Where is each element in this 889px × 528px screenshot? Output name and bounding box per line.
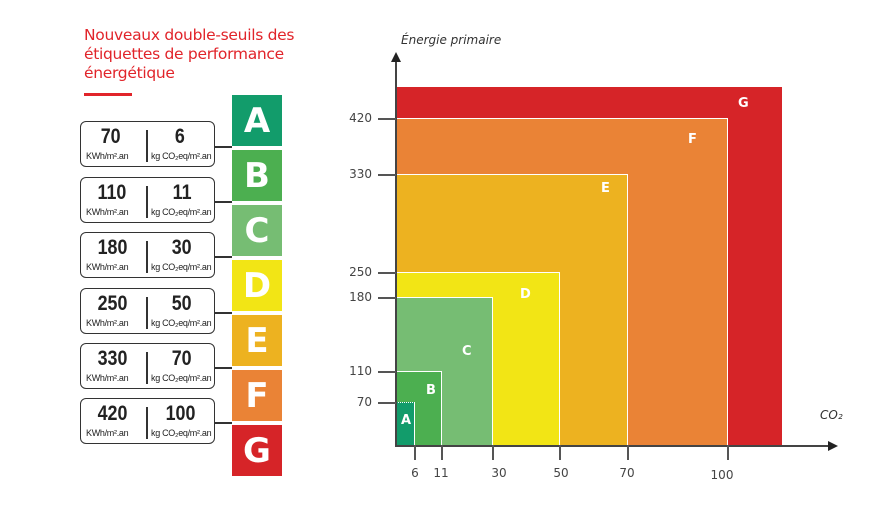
title-underline bbox=[84, 93, 132, 96]
connector bbox=[215, 256, 232, 258]
y-tick-label: 330 bbox=[349, 167, 372, 181]
threshold-box-bc: 110 KWh/m².an 11 kg CO₂eq/m².an bbox=[80, 177, 215, 223]
page-title: Nouveaux double-seuils des étiquettes de… bbox=[84, 26, 295, 82]
co2-value: 6 bbox=[174, 125, 185, 148]
co2-value: 11 bbox=[172, 181, 192, 204]
region-label-c: C bbox=[462, 344, 472, 359]
energy-unit: KWh/m².an bbox=[86, 373, 129, 383]
x-tick-label: 6 bbox=[411, 466, 419, 480]
y-tick bbox=[378, 371, 396, 373]
region-label-g: G bbox=[738, 96, 749, 111]
energy-value: 250 bbox=[97, 292, 128, 315]
region-a bbox=[396, 402, 415, 445]
connector bbox=[215, 422, 232, 424]
energy-value: 330 bbox=[97, 347, 128, 370]
badge-letter: C bbox=[244, 210, 270, 251]
connector bbox=[215, 312, 232, 314]
region-label-f: F bbox=[688, 132, 697, 147]
energy-value: 70 bbox=[100, 125, 121, 148]
x-axis-label: CO₂ bbox=[820, 408, 843, 422]
co2-unit: kg CO₂eq/m².an bbox=[151, 262, 212, 272]
co2-unit: kg CO₂eq/m².an bbox=[151, 151, 212, 161]
y-tick-label: 180 bbox=[349, 290, 372, 304]
threshold-box-ef: 330 KWh/m².an 70 kg CO₂eq/m².an bbox=[80, 343, 215, 389]
x-tick bbox=[559, 445, 561, 460]
x-tick-label: 50 bbox=[553, 466, 569, 480]
badge-letter: D bbox=[242, 265, 272, 306]
badge-letter: B bbox=[244, 155, 270, 196]
x-tick-label: 100 bbox=[710, 468, 734, 482]
co2-unit: kg CO₂eq/m².an bbox=[151, 373, 212, 383]
energy-unit: KWh/m².an bbox=[86, 151, 129, 161]
badge-b: B bbox=[232, 150, 282, 201]
energy-value: 180 bbox=[97, 236, 128, 259]
badge-letter: F bbox=[245, 375, 269, 416]
divider bbox=[146, 130, 148, 162]
threshold-box-de: 250 KWh/m².an 50 kg CO₂eq/m².an bbox=[80, 288, 215, 334]
connector bbox=[215, 201, 232, 203]
y-tick-label: 70 bbox=[356, 395, 372, 409]
y-tick bbox=[378, 297, 396, 299]
co2-value: 30 bbox=[171, 236, 192, 259]
x-tick bbox=[627, 445, 629, 460]
threshold-box-ab: 70 KWh/m².an 6 kg CO₂eq/m².an bbox=[80, 121, 215, 167]
y-tick bbox=[378, 174, 396, 176]
region-label-d: D bbox=[520, 287, 531, 302]
y-axis bbox=[395, 58, 397, 446]
co2-value: 100 bbox=[165, 402, 196, 425]
energy-unit: KWh/m².an bbox=[86, 428, 129, 438]
energy-value: 420 bbox=[97, 402, 128, 425]
y-tick-label: 420 bbox=[349, 111, 372, 125]
y-axis-label: Énergie primaire bbox=[401, 33, 502, 47]
divider bbox=[146, 297, 148, 329]
divider bbox=[146, 241, 148, 273]
y-axis-arrow-icon bbox=[391, 52, 401, 62]
connector bbox=[215, 146, 232, 148]
x-tick-label: 30 bbox=[491, 466, 507, 480]
badge-g: G bbox=[232, 425, 282, 476]
x-axis-arrow-icon bbox=[828, 441, 838, 451]
x-tick-label: 70 bbox=[619, 466, 635, 480]
y-tick bbox=[378, 118, 396, 120]
badge-letter: A bbox=[243, 100, 271, 141]
divider bbox=[146, 352, 148, 384]
co2-unit: kg CO₂eq/m².an bbox=[151, 207, 212, 217]
badge-e: E bbox=[232, 315, 282, 366]
threshold-box-cd: 180 KWh/m².an 30 kg CO₂eq/m².an bbox=[80, 232, 215, 278]
y-tick bbox=[378, 272, 396, 274]
x-tick bbox=[492, 445, 494, 460]
co2-value: 70 bbox=[171, 347, 192, 370]
co2-unit: kg CO₂eq/m².an bbox=[151, 428, 212, 438]
badge-a: A bbox=[232, 95, 282, 146]
x-tick-label: 11 bbox=[433, 466, 449, 480]
energy-unit: KWh/m².an bbox=[86, 318, 129, 328]
energy-value: 110 bbox=[97, 181, 127, 204]
co2-value: 50 bbox=[171, 292, 192, 315]
connector bbox=[215, 367, 232, 369]
divider bbox=[146, 407, 148, 439]
y-tick bbox=[378, 402, 396, 404]
region-label-b: B bbox=[426, 383, 436, 398]
x-tick bbox=[414, 445, 416, 460]
energy-unit: KWh/m².an bbox=[86, 262, 129, 272]
co2-unit: kg CO₂eq/m².an bbox=[151, 318, 212, 328]
badge-f: F bbox=[232, 370, 282, 421]
energy-unit: KWh/m².an bbox=[86, 207, 129, 217]
threshold-box-fg: 420 KWh/m².an 100 kg CO₂eq/m².an bbox=[80, 398, 215, 444]
badge-letter: E bbox=[245, 320, 269, 361]
y-tick-label: 250 bbox=[349, 265, 372, 279]
x-axis bbox=[395, 445, 828, 447]
badge-letter: G bbox=[243, 430, 271, 471]
badge-c: C bbox=[232, 205, 282, 256]
x-tick bbox=[441, 445, 443, 460]
region-label-e: E bbox=[601, 181, 610, 196]
region-label-a: A bbox=[401, 413, 412, 428]
divider bbox=[146, 186, 148, 218]
badge-d: D bbox=[232, 260, 282, 311]
y-tick-label: 110 bbox=[349, 364, 372, 378]
x-tick bbox=[727, 445, 729, 460]
